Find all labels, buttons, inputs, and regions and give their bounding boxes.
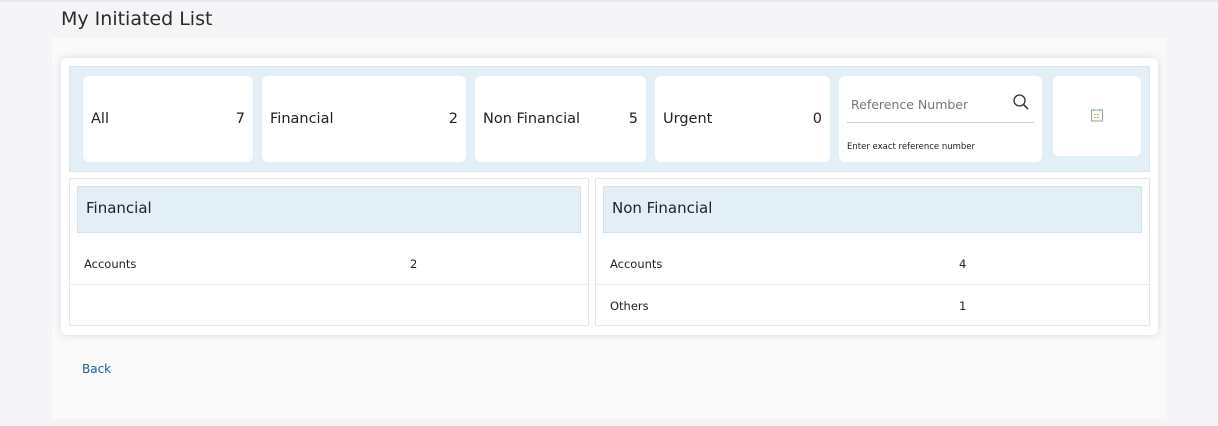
reference-search: Enter exact reference number: [839, 76, 1042, 162]
filter-count: 2: [448, 111, 458, 127]
filter-urgent[interactable]: Urgent 0: [655, 76, 830, 162]
non-financial-panel: Non Financial Accounts 4 Others 1: [595, 178, 1150, 326]
back-link[interactable]: Back: [82, 362, 112, 376]
filter-count: 7: [235, 111, 245, 127]
panel-title: Financial: [77, 186, 581, 233]
input-underline: [847, 122, 1034, 123]
calendar-icon: [1090, 107, 1104, 126]
row-label: Accounts: [84, 257, 137, 271]
row-count: 1: [959, 299, 967, 313]
financial-panel: Financial Accounts 2: [69, 178, 589, 326]
filter-count: 0: [812, 111, 822, 127]
list-item[interactable]: Accounts 4: [596, 243, 1149, 285]
list-item[interactable]: Accounts 2: [70, 243, 588, 285]
page-title: My Initiated List: [61, 8, 213, 30]
filter-label: Urgent: [663, 111, 713, 127]
row-count: 4: [959, 257, 967, 271]
panel-title: Non Financial: [603, 186, 1142, 233]
filter-financial[interactable]: Financial 2: [262, 76, 466, 162]
top-bar: [0, 0, 1218, 3]
row-count: 2: [410, 257, 418, 271]
filter-label: All: [91, 111, 109, 127]
row-label: Accounts: [610, 257, 663, 271]
filter-non-financial[interactable]: Non Financial 5: [475, 76, 646, 162]
calendar-button[interactable]: [1053, 76, 1141, 156]
reference-number-input[interactable]: [851, 90, 1011, 118]
filter-count: 5: [628, 111, 638, 127]
filter-label: Financial: [270, 111, 334, 127]
row-label: Others: [610, 299, 649, 313]
search-hint: Enter exact reference number: [847, 142, 976, 152]
filter-all[interactable]: All 7: [83, 76, 253, 162]
filter-label: Non Financial: [483, 111, 581, 127]
search-icon[interactable]: [1012, 93, 1030, 115]
list-item[interactable]: Others 1: [596, 285, 1149, 327]
